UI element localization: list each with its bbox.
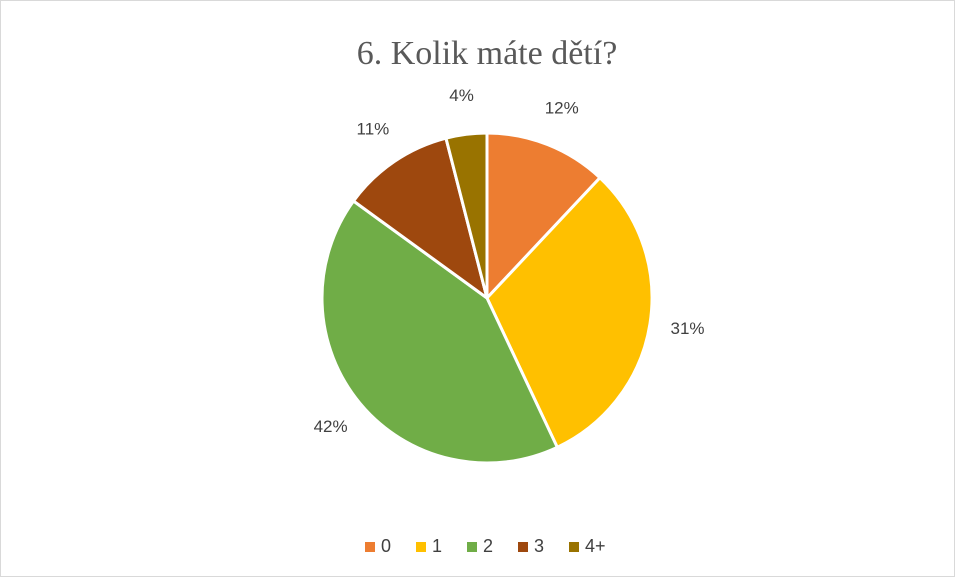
legend-label: 3 [534,536,544,556]
pie-slice [320,198,560,465]
legend-swatch [569,542,579,552]
legend-label: 0 [381,536,391,556]
pie-slice [444,131,489,299]
legend-swatch [467,542,477,552]
data-label: 11% [357,120,390,139]
legend-label: 2 [483,536,493,556]
pie-slice [485,131,603,302]
legend-swatch [416,542,426,552]
legend-label: 4+ [585,536,606,556]
pie-slice [351,136,490,302]
legend-label: 1 [432,536,442,556]
chart-title: 6. Kolik máte dětí? [357,35,618,72]
data-label: 42% [314,417,348,436]
data-label: 31% [670,319,704,338]
data-label: 4% [449,86,474,105]
data-label: 12% [545,99,579,118]
pie-slice [485,175,654,450]
legend-swatch [365,542,375,552]
legend-swatch [518,542,528,552]
